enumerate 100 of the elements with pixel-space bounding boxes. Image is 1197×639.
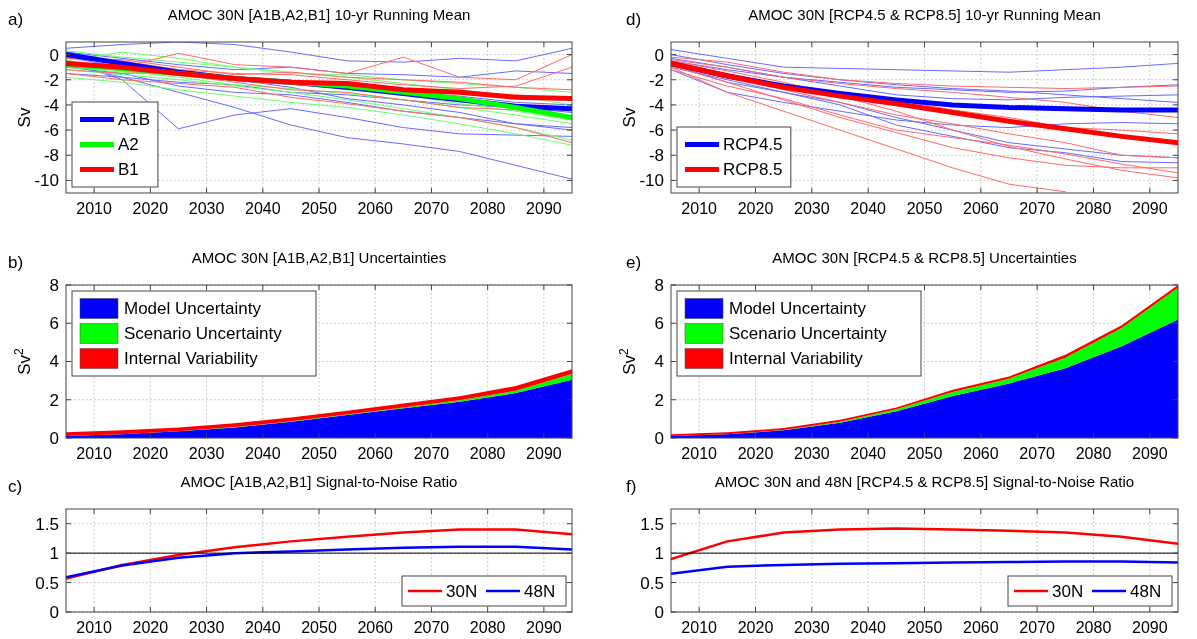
x-tick-label: 2080 — [469, 200, 506, 217]
x-tick-label: 2090 — [1132, 200, 1168, 217]
x-tick-label: 2070 — [413, 445, 450, 462]
x-tick-label: 2050 — [301, 200, 337, 217]
x-tick-label: 2060 — [357, 445, 394, 462]
text: c) — [8, 477, 23, 496]
x-tick-label: 2030 — [188, 445, 225, 462]
x-tick-label: 2060 — [357, 619, 394, 636]
y-tick-label: -2 — [43, 70, 59, 90]
legend-label: Model Uncertainty — [124, 299, 262, 319]
chart-title: AMOC 30N [A1B,A2,B1] 10-yr Running Mean — [167, 6, 471, 23]
text: e) — [626, 253, 642, 272]
x-tick-label: 2040 — [244, 445, 281, 462]
x-tick-label: 2020 — [132, 445, 169, 462]
y-tick-label: 0 — [654, 45, 664, 65]
x-tick-label: 2030 — [794, 445, 830, 462]
chart-title: AMOC 30N and 48N [RCP4.5 & RCP8.5] Signal-to-Noise Ratio — [714, 473, 1135, 490]
x-tick-label: 2040 — [850, 200, 887, 217]
y-tick-label: 8 — [654, 275, 664, 295]
y-tick-label: 0 — [654, 602, 664, 622]
y-tick-label: 4 — [654, 352, 664, 372]
x-tick-label: 2090 — [526, 619, 562, 636]
chart-title: AMOC 30N [A1B,A2,B1] Uncertainties — [191, 249, 447, 266]
x-tick-label: 2070 — [413, 619, 450, 636]
y-tick-label: -8 — [43, 146, 59, 166]
y-tick-label: -10 — [34, 171, 59, 191]
y-axis-title: Sv — [620, 107, 639, 128]
legend-label: 30N — [446, 581, 478, 601]
y-axis-title: Sv — [15, 107, 34, 128]
y-tick-label: -2 — [648, 70, 664, 90]
y-tick-label: -6 — [43, 121, 59, 141]
x-tick-label: 2010 — [681, 200, 718, 217]
y-tick-label: 2 — [49, 390, 59, 410]
x-tick-label: 2040 — [850, 619, 887, 636]
y-tick-label: -4 — [43, 95, 59, 115]
x-tick-label: 2080 — [1075, 200, 1112, 217]
y-tick-label: -4 — [648, 95, 664, 115]
text: d) — [626, 10, 642, 29]
x-tick-label: 2060 — [357, 200, 394, 217]
x-tick-label: 2030 — [188, 619, 225, 636]
x-tick-label: 2030 — [794, 200, 830, 217]
legend-label: RCP8.5 — [723, 160, 783, 180]
x-tick-label: 2020 — [737, 619, 774, 636]
x-tick-label: 2050 — [906, 445, 943, 462]
text: b) — [8, 253, 24, 272]
legend-label: 48N — [1130, 581, 1162, 601]
x-tick-label: 2050 — [301, 619, 337, 636]
x-tick-label: 2050 — [906, 200, 943, 217]
x-tick-label: 2020 — [132, 200, 169, 217]
x-tick-label: 2060 — [963, 200, 999, 217]
x-tick-label: 2080 — [469, 619, 506, 636]
y-tick-label: 0 — [49, 45, 59, 65]
x-tick-label: 2090 — [526, 445, 562, 462]
y-tick-label: 0.5 — [640, 573, 664, 593]
x-tick-label: 2010 — [76, 200, 113, 217]
x-tick-label: 2060 — [963, 619, 999, 636]
y-tick-label: 2 — [654, 390, 664, 410]
x-tick-label: 2090 — [1132, 619, 1168, 636]
y-tick-label: 0.5 — [35, 573, 59, 593]
text: f) — [626, 477, 637, 496]
x-tick-label: 2010 — [76, 445, 113, 462]
legend-label: Internal Variability — [124, 349, 259, 369]
legend-label: Scenario Uncertainty — [124, 324, 283, 344]
x-tick-label: 2040 — [244, 200, 281, 217]
x-tick-label: 2050 — [301, 445, 337, 462]
x-tick-label: 2070 — [1019, 200, 1056, 217]
x-tick-label: 2080 — [469, 445, 506, 462]
y-tick-label: 1 — [654, 544, 664, 564]
y-tick-label: 6 — [49, 314, 59, 334]
legend-label: A1B — [118, 110, 151, 130]
y-tick-label: 4 — [49, 352, 59, 372]
x-tick-label: 2070 — [413, 200, 450, 217]
x-tick-label: 2010 — [681, 619, 718, 636]
x-tick-label: 2070 — [1019, 445, 1056, 462]
legend-label: Model Uncertainty — [729, 299, 867, 319]
chart-title: AMOC [A1B,A2,B1] Signal-to-Noise Ratio — [180, 473, 458, 490]
legend-label: B1 — [118, 160, 139, 180]
y-tick-label: 0 — [49, 602, 59, 622]
x-tick-label: 2020 — [132, 619, 169, 636]
legend-label: RCP4.5 — [723, 135, 783, 155]
y-tick-label: 0 — [654, 428, 664, 448]
x-tick-label: 2080 — [1075, 619, 1112, 636]
x-tick-label: 2080 — [1075, 445, 1112, 462]
x-tick-label: 2050 — [906, 619, 943, 636]
legend-label: Scenario Uncertainty — [729, 324, 888, 344]
x-tick-label: 2090 — [1132, 445, 1168, 462]
x-tick-label: 2090 — [526, 200, 562, 217]
y-tick-label: 1.5 — [35, 514, 59, 534]
y-tick-label: -10 — [639, 171, 664, 191]
x-tick-label: 2020 — [737, 445, 774, 462]
x-tick-label: 2040 — [850, 445, 887, 462]
y-tick-label: 1.5 — [640, 514, 664, 534]
text: a) — [8, 10, 24, 29]
legend-label: 30N — [1052, 581, 1084, 601]
legend-label: A2 — [118, 135, 139, 155]
x-tick-label: 2030 — [188, 200, 225, 217]
y-tick-label: 6 — [654, 314, 664, 334]
x-tick-label: 2030 — [794, 619, 830, 636]
y-tick-label: 1 — [49, 544, 59, 564]
y-tick-label: -8 — [648, 146, 664, 166]
